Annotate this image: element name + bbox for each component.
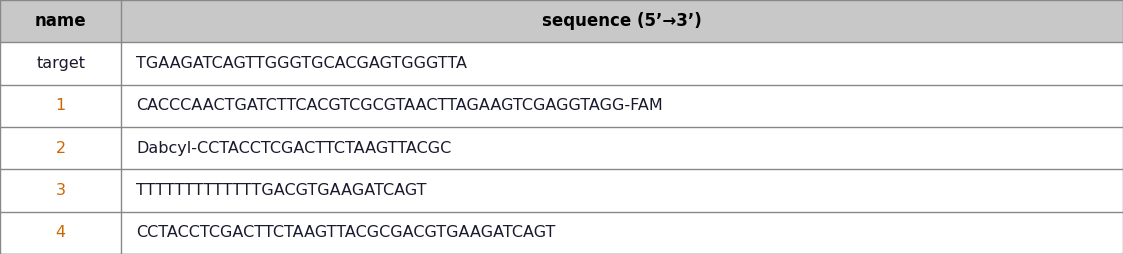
Text: sequence (5’→3’): sequence (5’→3’): [542, 12, 702, 30]
Bar: [121, 169, 1123, 212]
Bar: [0, 169, 121, 212]
Text: name: name: [35, 12, 86, 30]
Bar: [0, 42, 121, 85]
Bar: [121, 212, 1123, 254]
Bar: [0, 85, 121, 127]
Bar: [121, 127, 1123, 169]
Bar: [121, 42, 1123, 85]
Text: 4: 4: [55, 225, 66, 240]
Text: 3: 3: [56, 183, 65, 198]
Text: TTTTTTTTTTTTTGACGTGAAGATCAGT: TTTTTTTTTTTTTGACGTGAAGATCAGT: [136, 183, 427, 198]
Text: target: target: [36, 56, 85, 71]
Text: CACCCAACTGATCTTCACGTCGCGTAACTTAGAAGTCGAGGTAGG-FAM: CACCCAACTGATCTTCACGTCGCGTAACTTAGAAGTCGAG…: [136, 98, 663, 113]
Bar: [121, 0, 1123, 42]
Bar: [121, 85, 1123, 127]
Text: Dabcyl-CCTACCTCGACTTCTAAGTTACGC: Dabcyl-CCTACCTCGACTTCTAAGTTACGC: [136, 141, 451, 156]
Text: CCTACCTCGACTTCTAAGTTACGCGACGTGAAGATCAGT: CCTACCTCGACTTCTAAGTTACGCGACGTGAAGATCAGT: [136, 225, 555, 240]
Text: 2: 2: [55, 141, 66, 156]
Text: 1: 1: [55, 98, 66, 113]
Bar: [0, 212, 121, 254]
Text: TGAAGATCAGTTGGGTGCACGAGTGGGTTA: TGAAGATCAGTTGGGTGCACGAGTGGGTTA: [136, 56, 467, 71]
Bar: [0, 0, 121, 42]
Bar: [0, 127, 121, 169]
